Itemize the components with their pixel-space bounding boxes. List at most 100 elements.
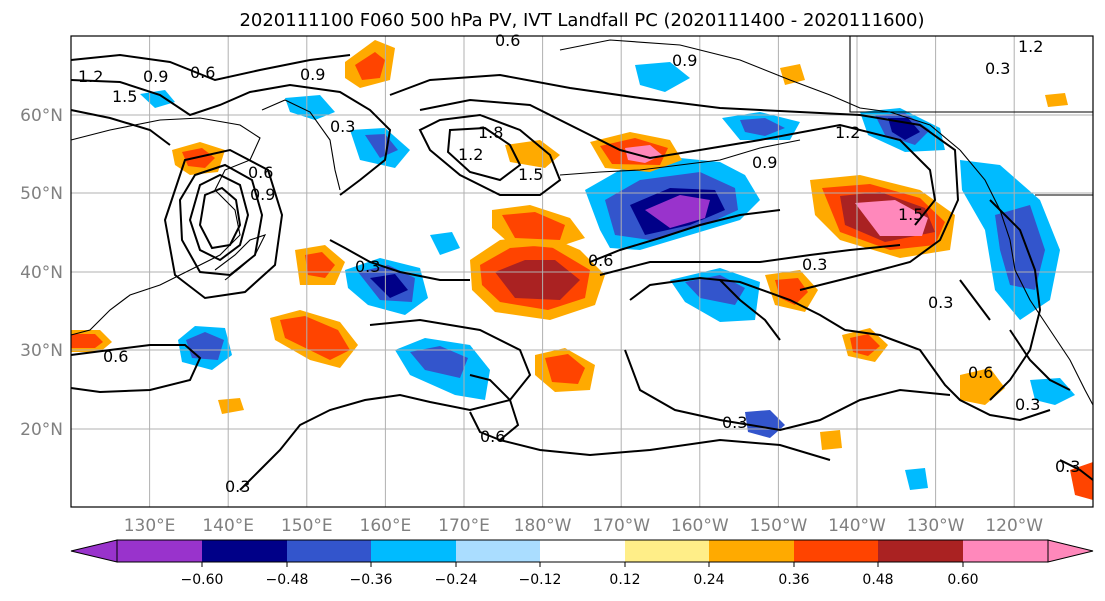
neg-anomaly-blob [365, 134, 398, 158]
colorbar-segment [794, 540, 878, 562]
contour-label: 0.3 [1015, 395, 1040, 414]
contour-line [70, 109, 171, 146]
contour-line [419, 98, 937, 226]
map-frame [70, 35, 1094, 508]
contour-label: 0.3 [1055, 457, 1080, 476]
contour-line [188, 173, 250, 262]
alaska-coastline [559, 39, 961, 151]
neg-anomaly-blob [745, 410, 785, 438]
contour-line [719, 279, 781, 341]
colorbar-segment [878, 540, 963, 562]
contour-label: 1.5 [112, 87, 137, 106]
contour-label: 1.2 [458, 145, 483, 164]
kamchatka-coastline [261, 99, 341, 191]
contour-label: 0.3 [355, 257, 380, 276]
map-title: 2020111100 F060 500 hPa PV, IVT Landfall… [239, 10, 924, 31]
colorbar-label: −0.12 [519, 572, 562, 588]
contour-line [1059, 459, 1094, 481]
neg-anomaly-blob [740, 118, 785, 136]
contour-label: 0.6 [968, 363, 993, 382]
lat-label: 40°N [20, 263, 63, 283]
contour-line [499, 438, 831, 461]
neg-anomaly-blob [905, 468, 928, 490]
colorbar-segment [963, 540, 1048, 562]
colorbar-segment [456, 540, 540, 562]
colorbar-segment [540, 540, 625, 562]
colorbar-segment [287, 540, 371, 562]
lat-label: 60°N [20, 106, 63, 126]
neg-anomaly-blob [410, 346, 468, 378]
contour-line [599, 244, 901, 276]
lon-label: 140°W [828, 516, 886, 536]
pos-anomaly-blob [820, 430, 842, 450]
neg-anomaly-blob [1030, 378, 1075, 405]
contour-label: 0.3 [928, 293, 953, 312]
contour-label: 1.2 [78, 67, 103, 86]
contour-line [70, 79, 392, 196]
colorbar-ticks [201, 562, 964, 567]
contour-line [70, 344, 202, 394]
colorbar-label: 0.36 [778, 572, 809, 588]
contour-line [989, 199, 1042, 401]
colorbar-segment [371, 540, 456, 562]
lon-label: 130°W [907, 516, 965, 536]
contour-label: 1.5 [898, 205, 923, 224]
contour-labels: 0.6 1.2 0.9 0.6 1.5 0.9 0.3 1.8 1.2 1.5 … [78, 31, 1080, 496]
colorbar-label: 0.60 [947, 572, 978, 588]
contour-label: 0.3 [225, 477, 250, 496]
contour-label: 0.6 [103, 347, 128, 366]
contour-line [178, 163, 264, 277]
colorbar-label: 0.12 [609, 572, 640, 588]
pos-anomaly-blob [355, 52, 385, 80]
lon-label: 150°W [750, 516, 808, 536]
colorbar-label: 0.48 [862, 572, 893, 588]
colorbar-label: 0.24 [693, 572, 724, 588]
colorbar-label: −0.48 [266, 572, 309, 588]
pos-anomaly-blob [495, 260, 580, 300]
contour-line [469, 374, 520, 442]
contour-label: 0.6 [190, 63, 215, 82]
neg-anomaly-blob [635, 62, 690, 92]
contour-label: 0.6 [480, 427, 505, 446]
neg-anomaly-blob [995, 205, 1045, 290]
lat-label: 50°N [20, 184, 63, 204]
contour-label: 0.9 [752, 153, 777, 172]
longitude-labels: 130°E 140°E 150°E 160°E 170°E 180°W 170°… [124, 516, 1044, 536]
neg-anomaly-blob [370, 274, 408, 298]
colorbar-segment [117, 540, 202, 562]
colorbar-extend-left [70, 539, 118, 563]
lon-label: 170°W [592, 516, 650, 536]
contour-line [163, 148, 284, 300]
pos-anomaly-blob [71, 334, 103, 348]
colorbar-label: −0.60 [181, 572, 224, 588]
contour-label: 0.9 [250, 185, 275, 204]
contour-label: 0.6 [495, 31, 520, 50]
contour-line [418, 113, 562, 196]
colorbar-label: −0.36 [350, 572, 393, 588]
border-box [849, 36, 1093, 113]
contour-line [629, 276, 1051, 422]
contour-label: 0.9 [143, 67, 168, 86]
neg-anomaly-blob [285, 95, 335, 120]
colorbar-segment [202, 540, 287, 562]
lon-label: 180°W [514, 516, 572, 536]
asia-coastline [70, 117, 261, 336]
contour-line [1009, 329, 1071, 391]
lon-label: 160°W [671, 516, 729, 536]
north-america-coastline [959, 149, 1094, 406]
colorbar-frame [116, 539, 1049, 563]
contour-line [70, 53, 351, 82]
lon-label: 160°E [360, 516, 412, 536]
contour-line [239, 318, 532, 491]
aleutian-coastline [559, 139, 801, 176]
contour-label: 1.5 [518, 165, 543, 184]
neg-anomaly-blob [430, 232, 460, 255]
lon-label: 120°W [985, 516, 1043, 536]
contour-label: 1.8 [478, 123, 503, 142]
lon-label: 170°E [438, 516, 490, 536]
contour-label: 0.3 [985, 59, 1010, 78]
contour-label: 0.3 [802, 255, 827, 274]
pos-anomaly-blob [280, 316, 350, 360]
colorbar-label: −0.24 [435, 572, 478, 588]
contour-line [198, 186, 242, 250]
